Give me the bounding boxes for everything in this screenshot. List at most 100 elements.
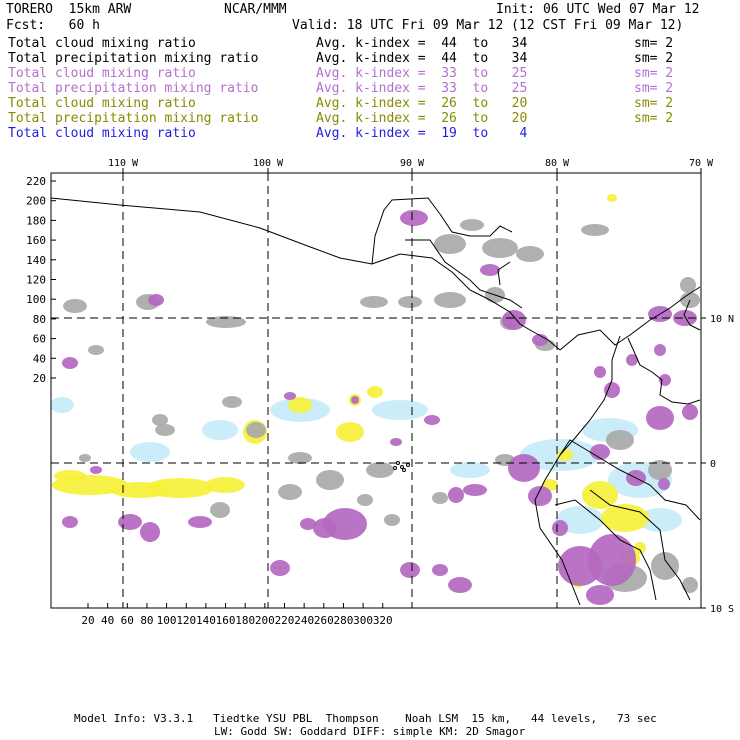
galapagos-island <box>406 463 410 467</box>
legend-smoothing: sm= 2 <box>634 51 674 66</box>
x-tick-label: 120 <box>176 614 196 627</box>
purple-field-patch <box>588 534 636 586</box>
purple-field-patch <box>502 310 526 330</box>
gray-field-patch <box>366 462 394 478</box>
galapagos-island <box>402 468 406 472</box>
coastline <box>371 197 513 265</box>
x-tick-label: 300 <box>353 614 373 627</box>
coastline <box>589 489 691 601</box>
purple-field-patch <box>626 354 638 366</box>
x-tick-label: 220 <box>275 614 295 627</box>
longitude-label: 100 W <box>253 158 284 169</box>
x-tick-label: 80 <box>140 614 153 627</box>
purple-field-patch <box>148 294 164 306</box>
purple-field-patch <box>270 560 290 576</box>
purple-field-patch <box>594 366 606 378</box>
org-label: NCAR/MMM <box>224 2 287 17</box>
gray-field-patch <box>155 424 175 436</box>
purple-field-patch <box>658 478 670 490</box>
yellow-field-patch <box>146 478 214 498</box>
purple-field-patch <box>284 392 296 400</box>
legend-field-name: Total cloud mixing ratio <box>8 96 196 111</box>
x-tick-label: 200 <box>255 614 275 627</box>
yellow-field-patch <box>288 397 312 413</box>
y-tick-label: 180 <box>26 214 46 227</box>
x-tick-label: 280 <box>334 614 354 627</box>
y-tick-label: 220 <box>26 175 46 188</box>
gray-field-patch <box>606 430 634 450</box>
physics-info: LW: Godd SW: Goddard DIFF: simple KM: 2D… <box>214 725 526 738</box>
yellow-field-patch <box>205 477 245 493</box>
valid-time: Valid: 18 UTC Fri 09 Mar 12 (12 CST Fri … <box>292 18 684 33</box>
legend-k-index: Avg. k-index = 33 to 25 <box>316 66 528 81</box>
legend-smoothing: sm= 2 <box>634 96 674 111</box>
cyan-field-patch <box>130 442 170 462</box>
coastline <box>559 439 701 521</box>
coastline <box>497 261 511 286</box>
purple-field-patch <box>646 406 674 430</box>
y-tick-label: 160 <box>26 234 46 247</box>
purple-field-patch <box>586 585 614 605</box>
purple-field-patch <box>528 486 552 506</box>
legend-smoothing: sm= 2 <box>634 66 674 81</box>
yellow-field-patch <box>634 542 646 554</box>
gray-field-patch <box>516 246 544 262</box>
purple-field-patch <box>351 396 359 404</box>
gray-field-patch <box>482 238 518 258</box>
purple-field-patch <box>448 577 472 593</box>
legend-field-name: Total cloud mixing ratio <box>8 126 196 141</box>
cyan-field-patch <box>450 462 490 478</box>
coastline <box>554 499 657 601</box>
cyan-field-patch <box>372 400 428 420</box>
purple-field-patch <box>508 454 540 482</box>
coastline <box>627 337 701 405</box>
x-tick-label: 100 <box>157 614 177 627</box>
gray-field-patch <box>384 514 400 526</box>
x-tick-label: 180 <box>235 614 255 627</box>
gray-field-patch <box>680 277 696 293</box>
longitude-label: 70 W <box>689 158 714 169</box>
gray-field-patch <box>398 296 422 308</box>
coastlines <box>50 197 701 606</box>
purple-field-patch <box>432 564 448 576</box>
gray-field-patch <box>222 396 242 408</box>
legend-smoothing: sm= 2 <box>634 36 674 51</box>
map-frame <box>50 172 702 609</box>
gray-field-patch <box>651 552 679 580</box>
lat-lon-grid <box>51 173 701 608</box>
x-tick-label: 260 <box>314 614 334 627</box>
x-tick-label: 20 <box>81 614 94 627</box>
purple-field-patch <box>313 518 337 538</box>
x-tick-label: 140 <box>196 614 216 627</box>
forecast-hour: Fcst: 60 h <box>6 18 100 33</box>
x-tick-label: 240 <box>294 614 314 627</box>
purple-field-patch <box>424 415 440 425</box>
gray-field-patch <box>360 296 388 308</box>
y-tick-label: 200 <box>26 195 46 208</box>
y-tick-label: 140 <box>26 254 46 267</box>
yellow-field-patch <box>367 386 383 398</box>
legend-k-index: Avg. k-index = 33 to 25 <box>316 81 528 96</box>
yellow-field-patch <box>582 481 618 509</box>
legend-field-name: Total precipitation mixing ratio <box>8 51 259 66</box>
cyan-field-patch <box>50 397 74 413</box>
yellow-field-patch <box>607 194 617 202</box>
purple-field-patch <box>480 264 500 276</box>
cyan-field-patch <box>638 508 682 532</box>
purple-field-patch <box>654 344 666 356</box>
gray-field-patch <box>434 234 466 254</box>
y-tick-label: 120 <box>26 274 46 287</box>
gray-field-patch <box>460 219 484 231</box>
gray-field-patch <box>316 470 344 490</box>
gray-field-patch <box>206 316 246 328</box>
gray-field-patch <box>434 292 466 308</box>
purple-field-patch <box>140 522 160 542</box>
y-tick-label: 20 <box>33 372 46 385</box>
purple-field-patch <box>90 466 102 474</box>
gray-field-patch <box>152 414 168 426</box>
yellow-field-patch <box>557 449 573 461</box>
gray-field-patch <box>246 422 266 438</box>
legend-k-index: Avg. k-index = 19 to 4 <box>316 126 528 141</box>
y-tick-label: 60 <box>33 333 46 346</box>
purple-field-patch <box>673 310 697 326</box>
